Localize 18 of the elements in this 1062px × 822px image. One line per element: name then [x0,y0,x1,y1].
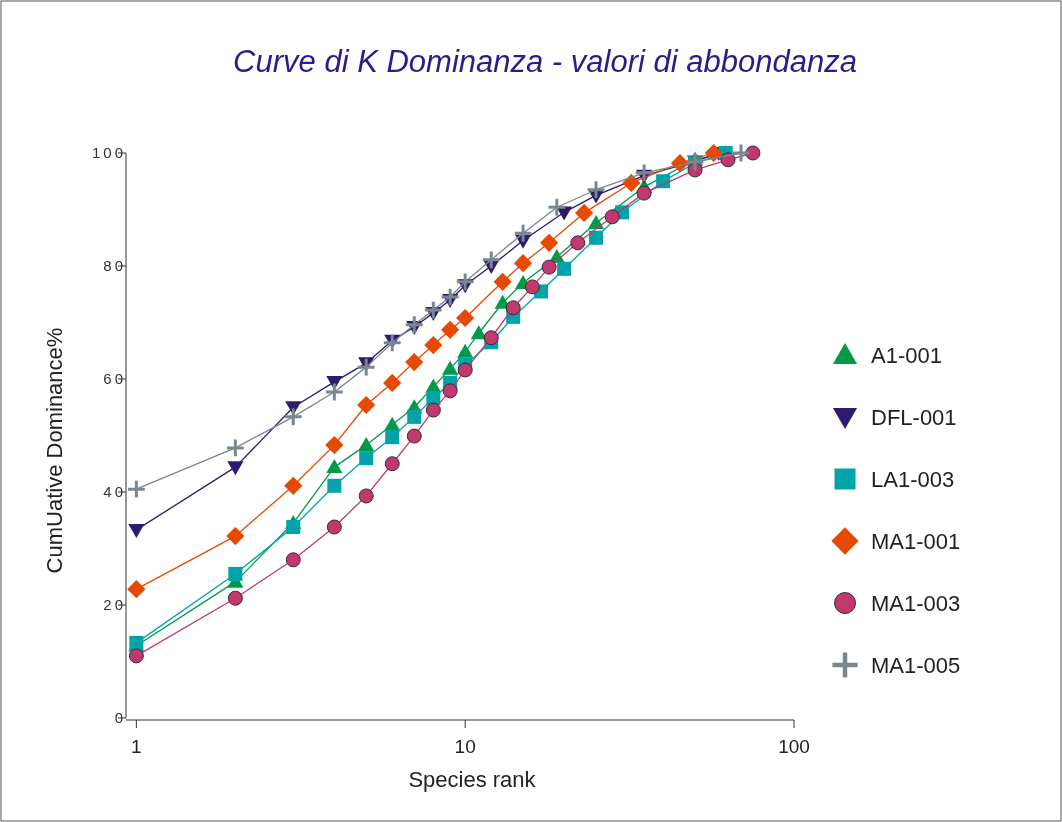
legend-label: DFL-001 [871,404,957,430]
y-tick-label: 100 [91,144,126,162]
y-tick-label: 80 [103,257,126,275]
legend-label: MA1-001 [871,528,961,554]
y-tick-label: 20 [103,596,126,614]
y-axis-title: CumUative Dominance% [42,327,67,574]
x-tick-label: 10 [454,736,476,757]
y-tick-label: 0 [114,709,126,727]
y-tick-label: 60 [103,370,126,388]
x-axis-title: Species rank [408,767,537,792]
legend-label: LA1-003 [871,466,955,492]
x-tick-label: 1 [131,736,142,757]
y-tick-label: 40 [103,483,126,501]
legend-label: MA1-003 [871,590,961,616]
x-tick-label: 100 [778,736,810,757]
legend-label: A1-001 [871,342,942,368]
legend-label: MA1-005 [871,652,961,678]
chart-title: Curve di K Dominanza - valori di abbondanza [233,44,857,79]
